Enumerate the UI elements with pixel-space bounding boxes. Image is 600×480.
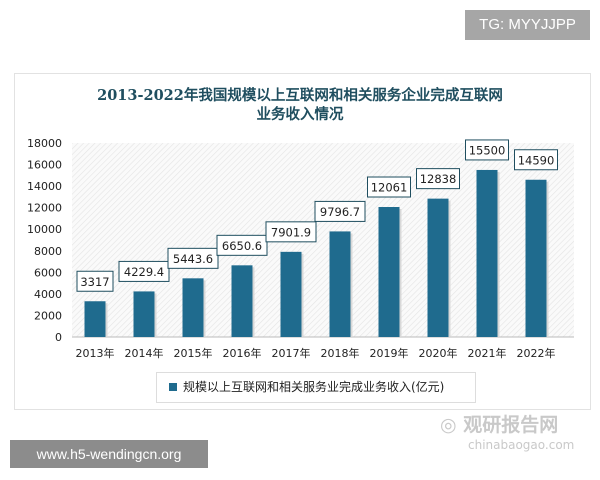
data-label-box	[118, 260, 170, 282]
x-tick-label: 2018年	[321, 346, 360, 360]
logo-watermark: ◎ 观研报告网	[440, 414, 559, 436]
data-label-box	[314, 200, 366, 222]
legend-swatch	[169, 383, 177, 391]
y-tick-label: 8000	[34, 245, 62, 258]
x-tick-label: 2016年	[223, 346, 262, 360]
data-label: 14590	[518, 153, 555, 167]
y-tick-label: 4000	[34, 288, 62, 301]
legend: 规模以上互联网和相关服务业完成业务收入(亿元)	[156, 372, 476, 403]
data-label: 12061	[371, 181, 408, 195]
data-label: 15500	[469, 143, 506, 157]
y-tick-label: 14000	[27, 180, 62, 193]
bar	[133, 291, 155, 337]
logo-watermark-url: chinabaogao.com	[468, 438, 575, 452]
data-label-box	[167, 247, 219, 269]
title-line-2: 业务收入情况	[256, 106, 344, 123]
data-label: 9796.7	[320, 205, 360, 219]
bar	[84, 301, 106, 337]
legend-label: 规模以上互联网和相关服务业完成业务收入(亿元)	[183, 380, 445, 394]
x-tick-label: 2020年	[419, 346, 458, 360]
data-label: 12838	[420, 172, 457, 186]
data-label: 5443.6	[173, 252, 213, 266]
data-label-box	[367, 176, 411, 198]
bar	[231, 265, 253, 337]
y-tick-label: 18000	[27, 137, 62, 150]
data-label-box	[465, 139, 509, 161]
data-label: 6650.6	[222, 239, 262, 253]
bar	[525, 179, 547, 337]
title-line-1: 2013-2022年我国规模以上互联网和相关服务企业完成互联网	[97, 87, 503, 104]
bar	[427, 198, 449, 337]
x-tick-label: 2013年	[76, 346, 115, 360]
chart-title: 2013-2022年我国规模以上互联网和相关服务企业完成互联网 业务收入情况	[0, 86, 600, 124]
data-label: 3317	[80, 275, 109, 289]
data-label-box	[265, 221, 317, 243]
data-label-box	[514, 149, 558, 171]
y-tick-label: 16000	[27, 159, 62, 172]
data-label-box	[216, 234, 268, 256]
data-label: 4229.4	[124, 265, 164, 279]
data-label: 7901.9	[271, 225, 311, 239]
x-tick-label: 2021年	[468, 346, 507, 360]
watermark-site: www.h5-wendingcn.org	[10, 440, 208, 468]
bar	[476, 169, 498, 337]
bar	[329, 231, 351, 337]
y-tick-label: 0	[55, 331, 62, 344]
bar	[378, 207, 400, 337]
x-tick-label: 2014年	[125, 346, 164, 360]
x-tick-label: 2015年	[174, 346, 213, 360]
watermark-tg: TG: MYYJJPP	[465, 10, 590, 40]
x-tick-label: 2022年	[517, 346, 556, 360]
logo-watermark-name: 观研报告网	[463, 414, 559, 436]
x-tick-label: 2017年	[272, 346, 311, 360]
data-label-box	[76, 270, 114, 292]
x-tick-label: 2019年	[370, 346, 409, 360]
bar	[182, 278, 204, 337]
y-tick-label: 6000	[34, 266, 62, 279]
y-tick-label: 2000	[34, 309, 62, 322]
bar	[280, 251, 302, 337]
data-label-box	[416, 168, 460, 190]
y-tick-label: 10000	[27, 223, 62, 236]
y-tick-label: 12000	[27, 202, 62, 215]
